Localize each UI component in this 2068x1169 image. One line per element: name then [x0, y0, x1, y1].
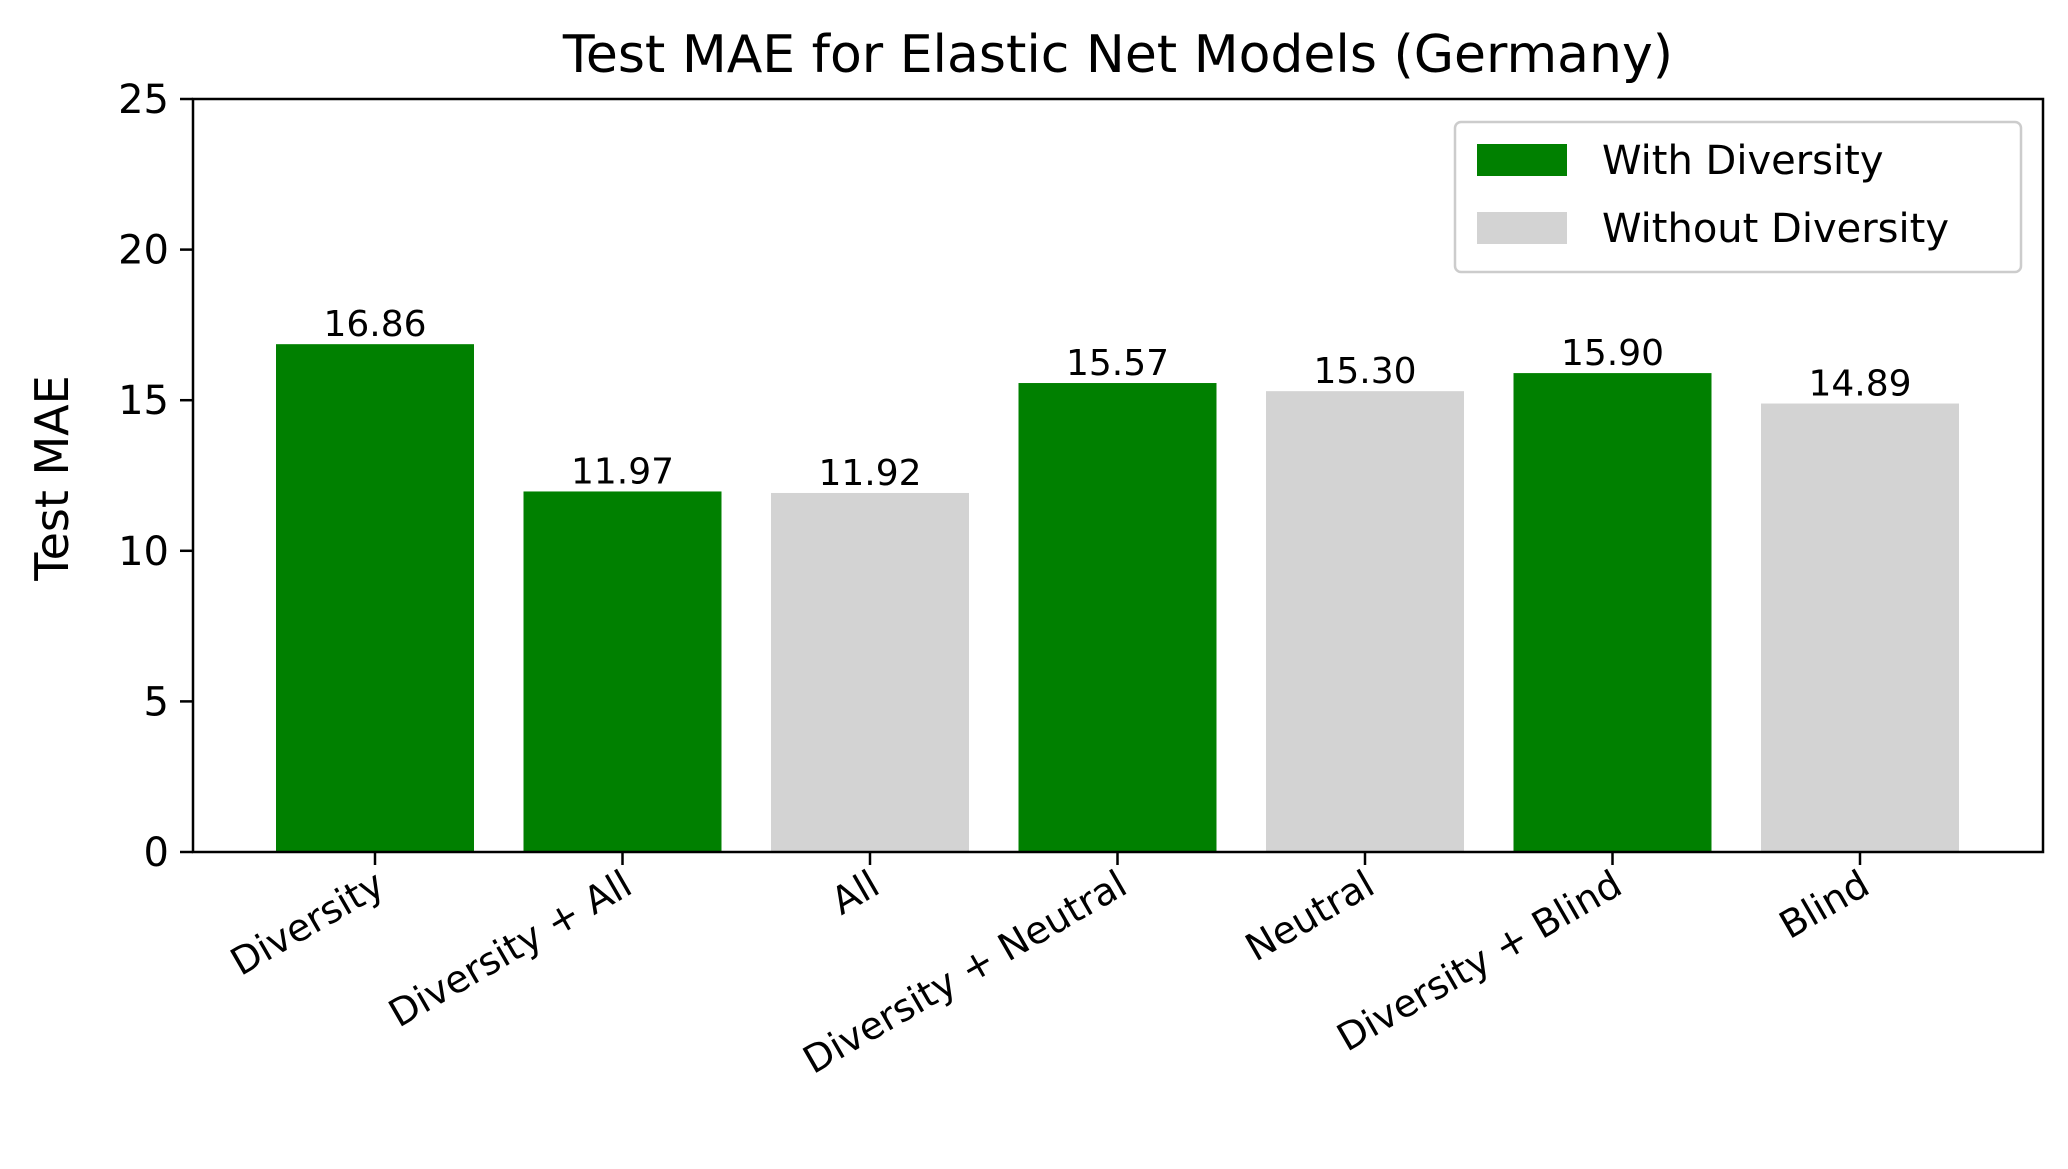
legend-label: With Diversity — [1602, 138, 1883, 184]
data-label: 15.90 — [1561, 333, 1664, 374]
y-axis: 0 5 10 15 20 25 — [118, 77, 193, 876]
data-label: 11.92 — [818, 453, 921, 494]
x-tick-label: All — [824, 862, 887, 924]
legend-label: Without Diversity — [1602, 206, 1949, 252]
legend: With Diversity Without Diversity — [1453, 120, 2023, 274]
data-label: 14.89 — [1808, 364, 1911, 405]
data-labels-group: 16.86 11.97 11.92 15.57 15.30 15.90 14.89 — [323, 304, 1911, 494]
bar — [276, 344, 474, 852]
y-tick-label: 20 — [118, 228, 169, 274]
x-tick-label: Diversity — [223, 862, 391, 985]
y-tick-label: 10 — [118, 529, 169, 575]
data-label: 15.30 — [1313, 351, 1416, 392]
y-tick-label: 15 — [118, 378, 169, 424]
data-label: 16.86 — [323, 304, 426, 345]
y-axis-label: Test MAE — [25, 375, 79, 581]
bar — [1761, 403, 1959, 852]
legend-swatch — [1477, 144, 1567, 176]
bar — [771, 492, 969, 852]
plot-frame — [191, 97, 2045, 854]
bar — [523, 491, 722, 852]
data-label: 11.97 — [571, 451, 674, 492]
bar — [1018, 383, 1217, 852]
y-tick-label: 0 — [144, 830, 169, 876]
bar — [1513, 373, 1712, 852]
data-label: 15.57 — [1066, 343, 1169, 384]
y-tick-label: 25 — [118, 77, 169, 123]
x-tick-label: Diversity + All — [381, 862, 639, 1036]
chart-title: Test MAE for Elastic Net Models (Germany… — [562, 25, 1673, 85]
legend-box — [1453, 120, 2023, 274]
bar — [1266, 391, 1464, 852]
x-tick-label: Neutral — [1238, 862, 1381, 970]
x-tick-label: Blind — [1772, 862, 1877, 948]
legend-swatch — [1477, 212, 1567, 244]
y-tick-label: 5 — [144, 679, 169, 725]
bars-group — [276, 344, 1959, 852]
